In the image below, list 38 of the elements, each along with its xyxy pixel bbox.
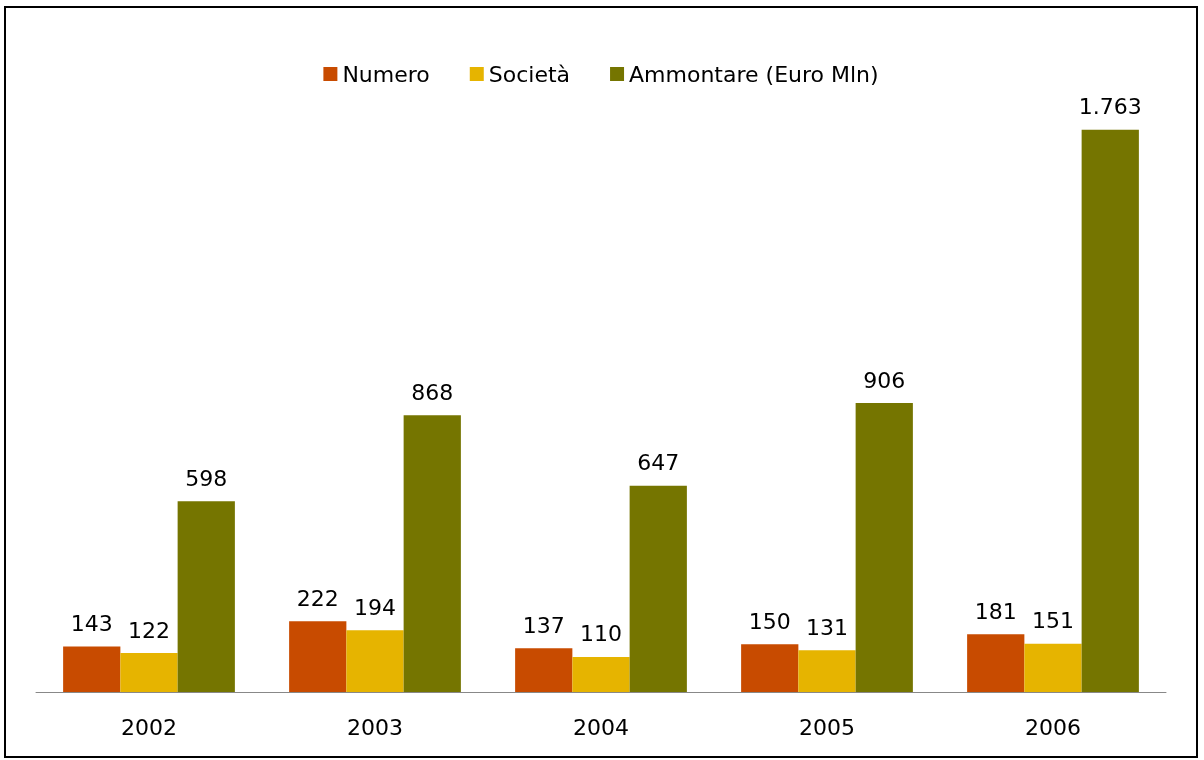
x-tick-label: 2003	[347, 714, 403, 740]
data-label: 131	[806, 614, 848, 640]
x-tick-label: 2004	[573, 714, 629, 740]
bar	[1081, 129, 1139, 692]
bar	[855, 403, 913, 692]
data-label: 137	[522, 612, 565, 638]
data-label: 143	[70, 610, 113, 636]
bar	[967, 634, 1025, 692]
bar	[177, 501, 235, 692]
legend-label: Ammontare (Euro Mln)	[629, 61, 879, 87]
bar	[572, 656, 630, 692]
bar	[120, 653, 178, 692]
data-label: 598	[185, 465, 228, 491]
data-label: 122	[128, 617, 170, 643]
data-label: 1.763	[1078, 94, 1142, 120]
bar	[629, 485, 687, 692]
bar	[798, 650, 856, 692]
data-label: 150	[748, 608, 791, 634]
data-label: 647	[637, 450, 680, 476]
data-label: 868	[411, 379, 454, 405]
bar	[63, 646, 121, 692]
bar	[403, 415, 461, 692]
bar	[741, 644, 799, 692]
legend-label: Numero	[342, 61, 430, 87]
bar	[1024, 643, 1082, 692]
legend-label: Società	[488, 61, 571, 87]
data-label: 110	[580, 621, 622, 647]
x-tick-label: 2005	[799, 714, 855, 740]
x-tick-label: 2006	[1025, 714, 1081, 740]
data-label: 181	[974, 598, 1017, 624]
data-label: 222	[296, 585, 339, 611]
bar	[289, 621, 347, 692]
data-label: 906	[863, 367, 906, 393]
bar	[515, 648, 573, 692]
data-label: 151	[1032, 608, 1074, 634]
x-tick-label: 2002	[121, 714, 177, 740]
data-label: 194	[354, 594, 396, 620]
bar	[346, 630, 404, 692]
